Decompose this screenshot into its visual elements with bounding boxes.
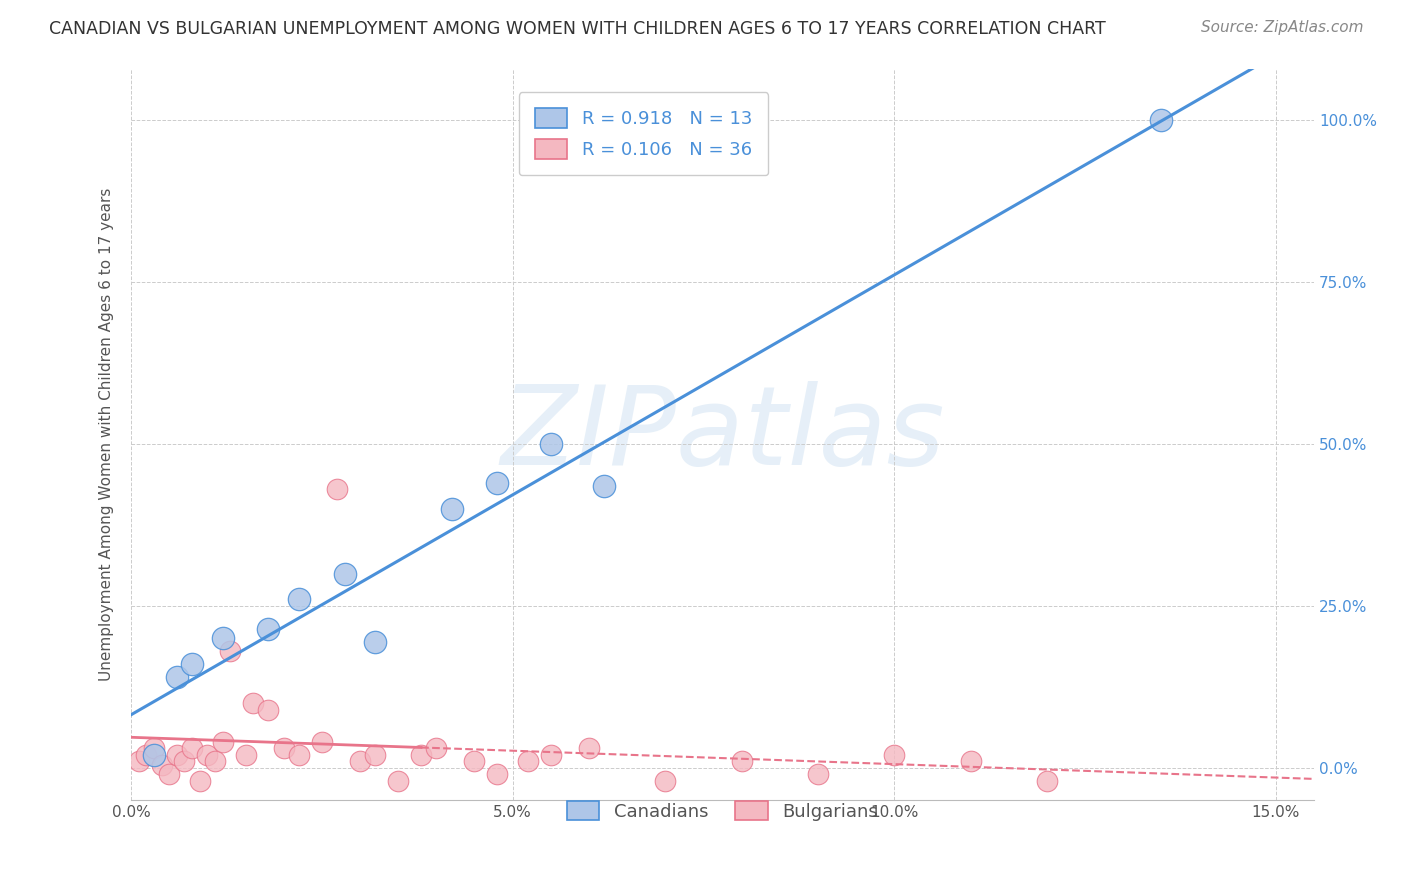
Point <box>166 747 188 762</box>
Point <box>486 767 509 781</box>
Point <box>204 755 226 769</box>
Point <box>1150 113 1173 128</box>
Y-axis label: Unemployment Among Women with Children Ages 6 to 17 years: Unemployment Among Women with Children A… <box>100 187 114 681</box>
Point <box>195 747 218 762</box>
Point <box>807 767 830 781</box>
Point <box>219 644 242 658</box>
Point <box>242 696 264 710</box>
Point <box>593 479 616 493</box>
Point <box>166 670 188 684</box>
Point <box>654 773 676 788</box>
Point <box>387 773 409 788</box>
Point <box>288 592 311 607</box>
Point <box>157 767 180 781</box>
Point <box>349 755 371 769</box>
Text: CANADIAN VS BULGARIAN UNEMPLOYMENT AMONG WOMEN WITH CHILDREN AGES 6 TO 17 YEARS : CANADIAN VS BULGARIAN UNEMPLOYMENT AMONG… <box>49 20 1107 37</box>
Point <box>211 632 233 646</box>
Point <box>273 741 295 756</box>
Point <box>181 657 204 672</box>
Point <box>730 755 752 769</box>
Point <box>364 747 387 762</box>
Legend: Canadians, Bulgarians: Canadians, Bulgarians <box>553 787 893 835</box>
Point <box>257 622 280 636</box>
Point <box>540 437 562 451</box>
Point <box>211 735 233 749</box>
Point <box>188 773 211 788</box>
Point <box>578 741 600 756</box>
Point <box>486 475 509 490</box>
Point <box>326 483 349 497</box>
Point <box>181 741 204 756</box>
Point <box>425 741 447 756</box>
Point <box>142 747 165 762</box>
Point <box>135 747 157 762</box>
Point <box>142 741 165 756</box>
Point <box>409 747 432 762</box>
Point <box>1036 773 1059 788</box>
Point <box>516 755 538 769</box>
Text: ZIPatlas: ZIPatlas <box>501 381 945 488</box>
Point <box>333 566 356 581</box>
Point <box>311 735 333 749</box>
Point <box>128 755 150 769</box>
Point <box>959 755 981 769</box>
Point <box>257 702 280 716</box>
Point <box>288 747 311 762</box>
Point <box>440 501 463 516</box>
Point <box>540 747 562 762</box>
Point <box>173 755 195 769</box>
Point <box>883 747 905 762</box>
Point <box>150 757 173 772</box>
Point <box>364 634 387 648</box>
Text: Source: ZipAtlas.com: Source: ZipAtlas.com <box>1201 20 1364 35</box>
Point <box>235 747 257 762</box>
Point <box>463 755 485 769</box>
